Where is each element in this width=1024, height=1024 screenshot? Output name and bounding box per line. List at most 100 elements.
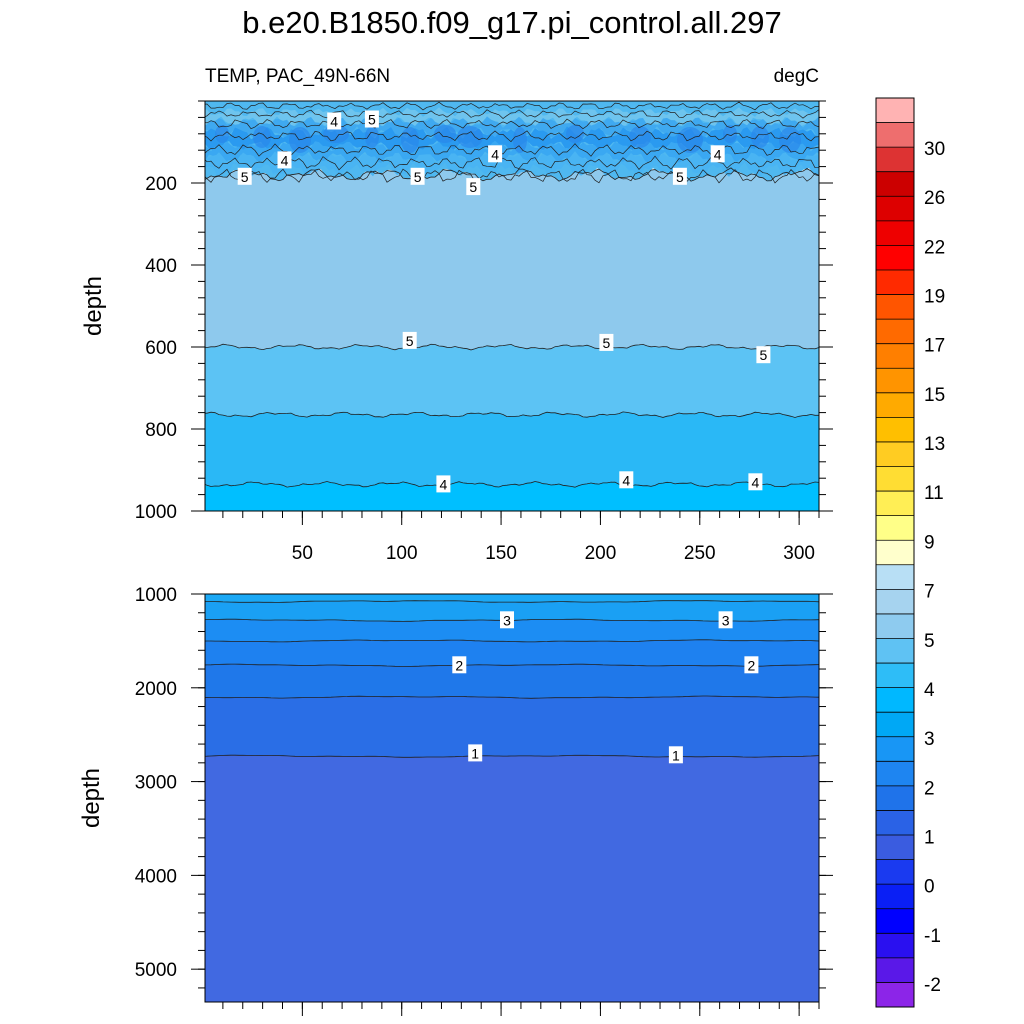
- upper-cold-cell-11: [677, 127, 703, 153]
- lower-contours: [205, 600, 819, 758]
- upper-contour-label-1: 5: [364, 110, 379, 128]
- colorbar-swatch-9: [876, 319, 914, 344]
- colorbar-swatch-19: [876, 564, 914, 590]
- colorbar-label-6: 13: [924, 434, 945, 455]
- upper-panel: 4 5 4 5 5 4 5 5 4 5 5 5 4 4 4 200 400 600 800 1000 50 100 150…: [80, 100, 833, 564]
- upper-ticks: 200 400 600 800 1000 50 100 150 200 250 300: [135, 100, 833, 564]
- upper-surface-layer-4: [205, 151, 819, 178]
- upper-xtick-label-4: 250: [684, 543, 716, 564]
- upper-surface-contour-1: [205, 109, 819, 119]
- upper-contour-label-text: 5: [760, 347, 768, 363]
- upper-contour-label-text: 5: [414, 169, 422, 185]
- lower-contour-label-text: 1: [672, 747, 680, 763]
- colorbar: 30 26 22 19 17 15 13 11 9 7 5 4 3 2 1 0 -1 -2: [875, 97, 945, 1008]
- upper-xtick-label-0: 50: [292, 543, 313, 564]
- colorbar-label-11: 4: [924, 680, 935, 701]
- lower-bands: [205, 594, 819, 1002]
- upper-contour-label-text: 4: [714, 146, 722, 162]
- upper-band-1: [205, 167, 819, 350]
- lower-contour-label-text: 2: [748, 657, 756, 673]
- upper-surface-contour-3: [205, 130, 819, 143]
- colorbar-swatch-31: [876, 859, 914, 885]
- upper-contour-label-text: 5: [603, 335, 611, 351]
- colorbar-swatch-24: [876, 687, 914, 713]
- upper-contour-label-7: 5: [672, 167, 687, 185]
- upper-contour-label-text: 5: [241, 169, 249, 185]
- lower-contour-label-5: 1: [668, 746, 683, 764]
- colorbar-label-0: 30: [924, 139, 945, 160]
- upper-cold-cell-4: [365, 126, 379, 148]
- colorbar-label-14: 1: [924, 827, 935, 848]
- lower-ytick-label-4: 5000: [135, 960, 177, 981]
- lower-contour-label-bg: [500, 611, 514, 629]
- lower-contour-label-text: 3: [722, 612, 730, 628]
- lower-frame: [204, 593, 820, 1003]
- upper-band-3: [205, 411, 819, 488]
- upper-contour-label-bg: [466, 178, 481, 196]
- lower-ytick-label-0: 1000: [135, 585, 177, 606]
- lower-contour-label-2: 2: [452, 656, 467, 674]
- upper-contour-1: [205, 167, 819, 182]
- lower-ytick-label-1: 2000: [135, 679, 177, 700]
- upper-cold-cell-9: [566, 125, 584, 143]
- upper-contour-label-text: 5: [406, 333, 414, 349]
- lower-contour-label-3: 2: [744, 656, 759, 674]
- lower-contour-label-text: 2: [455, 657, 463, 673]
- colorbar-label-7: 11: [924, 483, 944, 504]
- colorbar-swatch-33: [876, 908, 914, 934]
- colorbar-swatch-20: [876, 589, 914, 615]
- colorbar-swatch-26: [876, 736, 914, 762]
- colorbar-swatch-28: [876, 785, 914, 811]
- upper-ytick-label-3: 800: [145, 420, 177, 441]
- upper-contour-label-bg: [410, 167, 425, 185]
- upper-surface-contour-0: [205, 101, 819, 111]
- upper-surface-contour-6: [205, 168, 819, 184]
- colorbar-swatch-22: [876, 638, 914, 664]
- lower-contour-3: [205, 639, 819, 643]
- lower-band-4: [205, 664, 819, 699]
- upper-ytick-label-4: 1000: [135, 502, 177, 523]
- colorbar-label-15: 0: [924, 877, 935, 898]
- colorbar-swatch-17: [876, 515, 914, 541]
- upper-contour-label-14: 4: [748, 473, 763, 491]
- lower-band-2: [205, 619, 819, 642]
- upper-contour-label-bg: [748, 473, 763, 491]
- upper-ylabel: depth: [80, 276, 107, 336]
- lower-contour-5: [205, 695, 819, 699]
- upper-cold-cell-14: [779, 127, 801, 153]
- upper-contour-label-bg: [710, 145, 725, 163]
- lower-contour-label-bg: [744, 656, 759, 674]
- colorbar-swatch-32: [876, 884, 914, 910]
- upper-contour-label-bg: [599, 333, 614, 351]
- upper-cold-cell-5: [401, 127, 419, 153]
- upper-contour-label-text: 5: [676, 169, 684, 185]
- colorbar-swatch-4: [876, 196, 914, 222]
- lower-contour-label-1: 3: [718, 611, 733, 629]
- units-label: degC: [774, 66, 819, 87]
- upper-contour-label-8: 4: [710, 145, 725, 163]
- colorbar-swatch-6: [876, 245, 914, 271]
- upper-xtick-label-1: 100: [386, 543, 418, 564]
- lower-contour-label-text: 1: [471, 745, 479, 761]
- colorbar-swatch-23: [876, 663, 914, 688]
- upper-contour-label-13: 4: [619, 471, 634, 489]
- upper-surface-layer-1: [205, 116, 819, 140]
- upper-ytick-label-1: 400: [145, 256, 177, 277]
- lower-contour-label-4: 1: [468, 744, 483, 762]
- lower-contour-label-bg: [468, 744, 483, 762]
- upper-contour-labels: 4 5 4 5 5 4 5 5 4 5 5 5 4 4 4: [237, 110, 771, 493]
- upper-contour-label-text: 4: [281, 152, 289, 168]
- upper-contour-label-bg: [436, 475, 451, 493]
- upper-cold-cell-0: [215, 125, 229, 143]
- upper-contour-label-bg: [277, 151, 292, 169]
- upper-contour-label-0: 4: [327, 112, 342, 130]
- lower-ytick-label-3: 4000: [135, 866, 177, 887]
- upper-xtick-label-2: 150: [485, 543, 517, 564]
- colorbar-swatch-8: [876, 294, 914, 320]
- upper-contour-label-text: 4: [491, 146, 499, 162]
- upper-contour-label-bg: [364, 110, 379, 128]
- lower-contour-labels: 3 3 2 2 1 1: [452, 611, 759, 764]
- lower-contour-1: [205, 600, 819, 603]
- upper-surface-contour-2: [205, 118, 819, 130]
